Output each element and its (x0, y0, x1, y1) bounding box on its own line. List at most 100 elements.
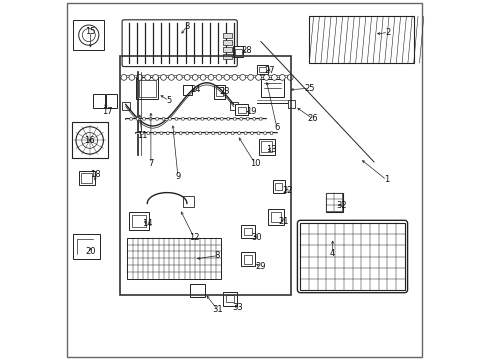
Bar (260, 79, 284, 97)
Bar (241, 225, 255, 238)
Circle shape (231, 75, 237, 80)
Circle shape (220, 117, 223, 120)
Circle shape (179, 132, 182, 135)
Bar (139, 80, 156, 97)
Circle shape (162, 117, 164, 120)
Text: 8: 8 (214, 251, 220, 260)
Text: 12: 12 (188, 233, 199, 242)
Bar (223, 40, 231, 45)
Bar (120, 56, 291, 295)
Circle shape (233, 117, 236, 120)
Bar (272, 180, 285, 193)
Bar (325, 193, 342, 212)
Text: 32: 32 (336, 201, 346, 210)
Text: 21: 21 (278, 217, 289, 226)
Circle shape (187, 117, 190, 120)
Bar (122, 102, 130, 110)
Circle shape (136, 117, 139, 120)
Text: 31: 31 (212, 305, 223, 314)
Circle shape (239, 117, 242, 120)
Circle shape (140, 132, 143, 135)
Circle shape (129, 75, 134, 80)
Text: 30: 30 (251, 233, 262, 242)
Bar (244, 255, 252, 264)
Bar (270, 212, 280, 222)
Text: 4: 4 (329, 249, 335, 258)
Bar (275, 183, 282, 190)
Bar (190, 284, 204, 297)
Circle shape (213, 117, 216, 120)
Bar (287, 100, 294, 108)
Circle shape (205, 132, 208, 135)
Bar (106, 94, 117, 108)
Text: 27: 27 (264, 66, 274, 75)
Bar (81, 173, 92, 183)
Bar (267, 209, 284, 225)
Bar (79, 171, 95, 185)
Circle shape (250, 132, 253, 135)
Circle shape (121, 75, 126, 80)
Text: 16: 16 (84, 136, 95, 145)
Circle shape (166, 132, 169, 135)
Circle shape (257, 132, 260, 135)
Circle shape (207, 117, 210, 120)
Text: 11: 11 (136, 130, 147, 139)
Bar (225, 295, 234, 302)
Circle shape (252, 117, 255, 120)
Circle shape (175, 117, 178, 120)
Circle shape (216, 75, 222, 80)
Bar (232, 46, 243, 57)
Circle shape (146, 132, 149, 135)
Bar (136, 77, 158, 99)
Bar (230, 102, 238, 110)
Circle shape (200, 75, 205, 80)
Bar (72, 122, 107, 158)
Bar (223, 47, 231, 52)
Text: 9: 9 (175, 172, 180, 181)
Circle shape (149, 117, 152, 120)
Text: 13: 13 (265, 145, 276, 154)
Circle shape (160, 75, 166, 80)
Text: 17: 17 (102, 107, 112, 116)
Text: 18: 18 (90, 170, 100, 179)
Bar (183, 85, 192, 95)
Circle shape (287, 75, 292, 80)
Circle shape (168, 117, 171, 120)
Bar (309, 16, 413, 63)
Circle shape (237, 132, 240, 135)
Bar (183, 196, 194, 207)
Circle shape (152, 75, 158, 80)
Text: 14: 14 (142, 219, 152, 228)
Circle shape (263, 75, 269, 80)
Bar (241, 252, 255, 266)
Bar (73, 234, 101, 259)
Bar (300, 223, 404, 290)
Circle shape (181, 117, 184, 120)
Bar (257, 65, 267, 74)
Bar (223, 292, 237, 306)
Text: 19: 19 (246, 107, 256, 116)
Circle shape (137, 75, 142, 80)
Text: 22: 22 (282, 186, 292, 195)
Circle shape (226, 117, 229, 120)
Bar (235, 104, 247, 115)
Bar (93, 94, 104, 108)
Circle shape (231, 132, 234, 135)
Bar (238, 107, 245, 113)
Text: 1: 1 (383, 175, 388, 184)
Text: 26: 26 (307, 114, 318, 123)
Circle shape (224, 75, 229, 80)
Circle shape (211, 132, 214, 135)
Bar (244, 228, 252, 235)
Bar (235, 49, 241, 55)
Bar (73, 20, 104, 50)
Circle shape (279, 75, 285, 80)
Bar (223, 54, 231, 59)
Text: 6: 6 (274, 123, 279, 132)
Circle shape (244, 132, 246, 135)
Circle shape (142, 117, 145, 120)
Circle shape (185, 132, 188, 135)
Text: 25: 25 (304, 84, 314, 93)
Circle shape (259, 117, 262, 120)
Bar (258, 139, 275, 155)
